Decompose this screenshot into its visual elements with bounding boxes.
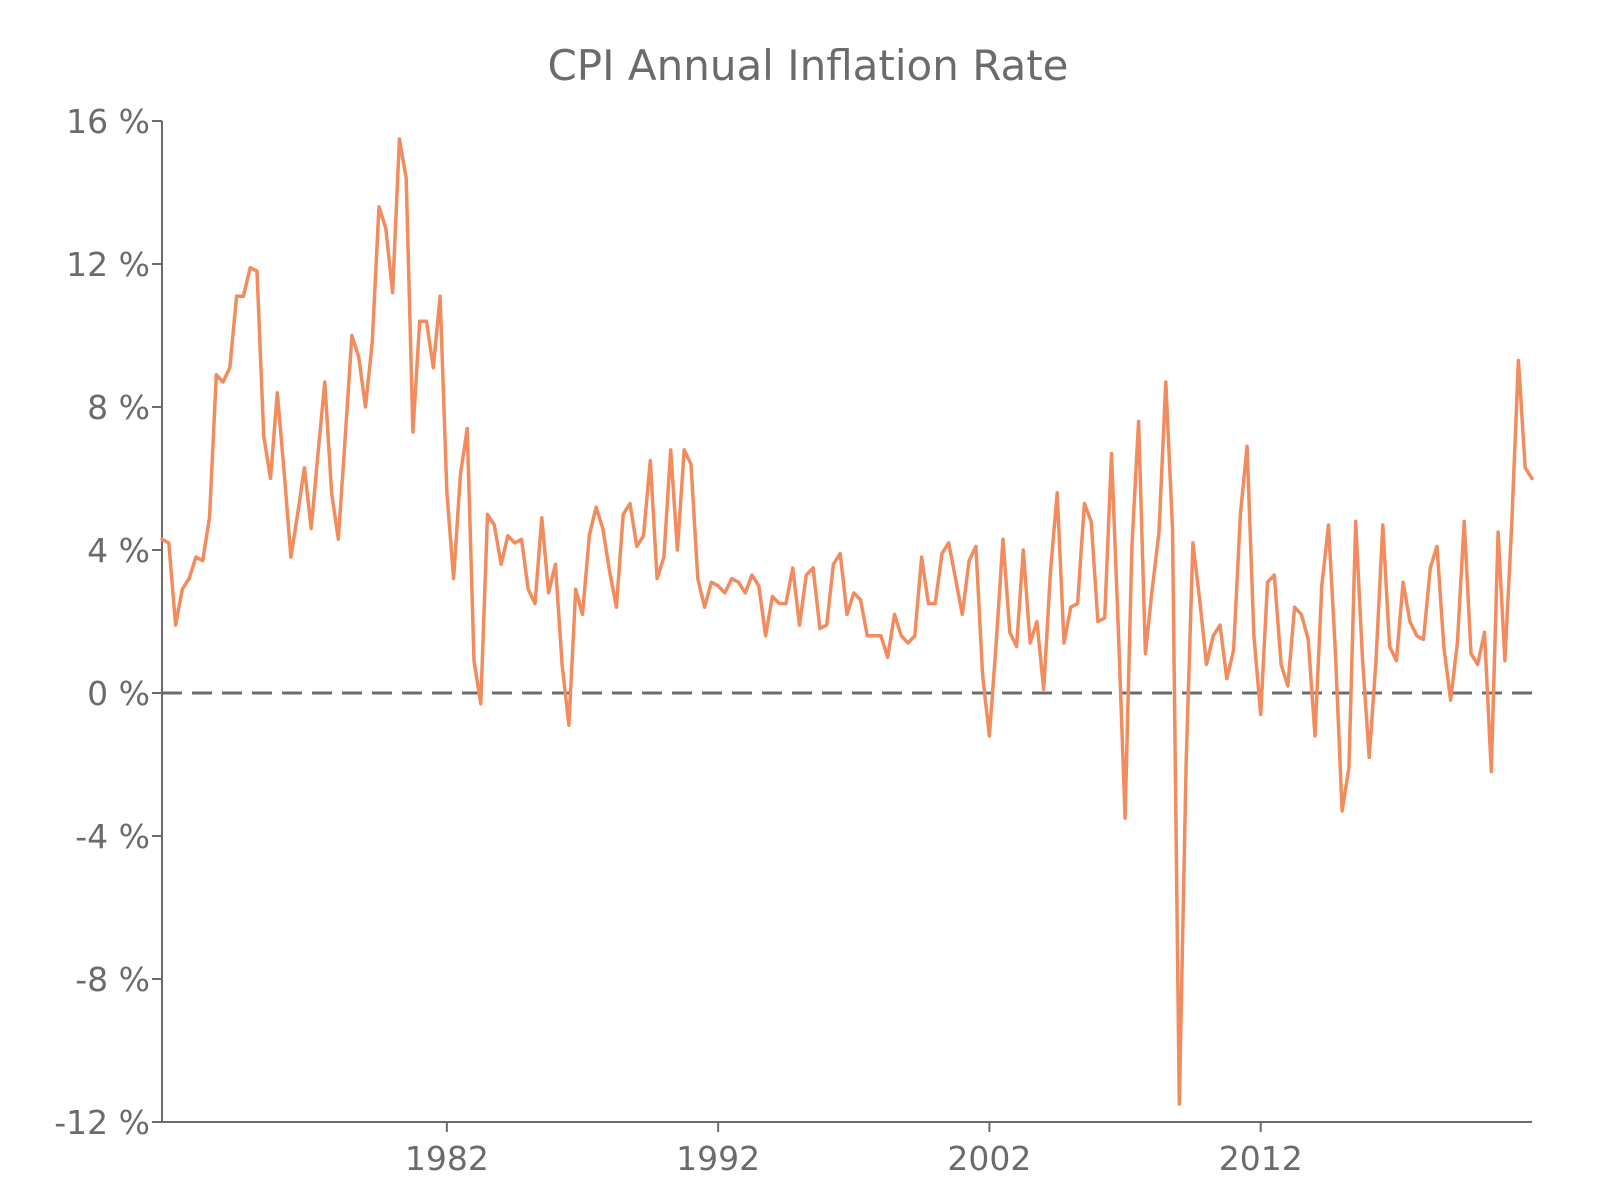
y-tick-label: 12 %	[66, 245, 150, 284]
chart-title: CPI Annual Inflation Rate	[547, 41, 1068, 90]
series-line-1	[160, 137, 1534, 1106]
y-tick-label: 4 %	[87, 531, 150, 570]
x-tick-label: 1982	[405, 1139, 489, 1178]
y-tick-label: 0 %	[87, 674, 150, 713]
x-tick-label: 2012	[1219, 1139, 1303, 1178]
x-tick-label: 1992	[676, 1139, 760, 1178]
y-tick-label: 16 %	[66, 102, 150, 141]
y-tick-label: -8 %	[75, 960, 150, 999]
y-tick-label: -12 %	[54, 1103, 150, 1142]
plot-area: 16 % 12 % 8 % 4 % 0 % -4 % -8 % -12 % 1982 1992 20…	[54, 102, 1534, 1178]
x-tick-label: 2002	[947, 1139, 1031, 1178]
y-tick-label: 8 %	[87, 388, 150, 427]
y-tick-label: -4 %	[75, 817, 150, 856]
